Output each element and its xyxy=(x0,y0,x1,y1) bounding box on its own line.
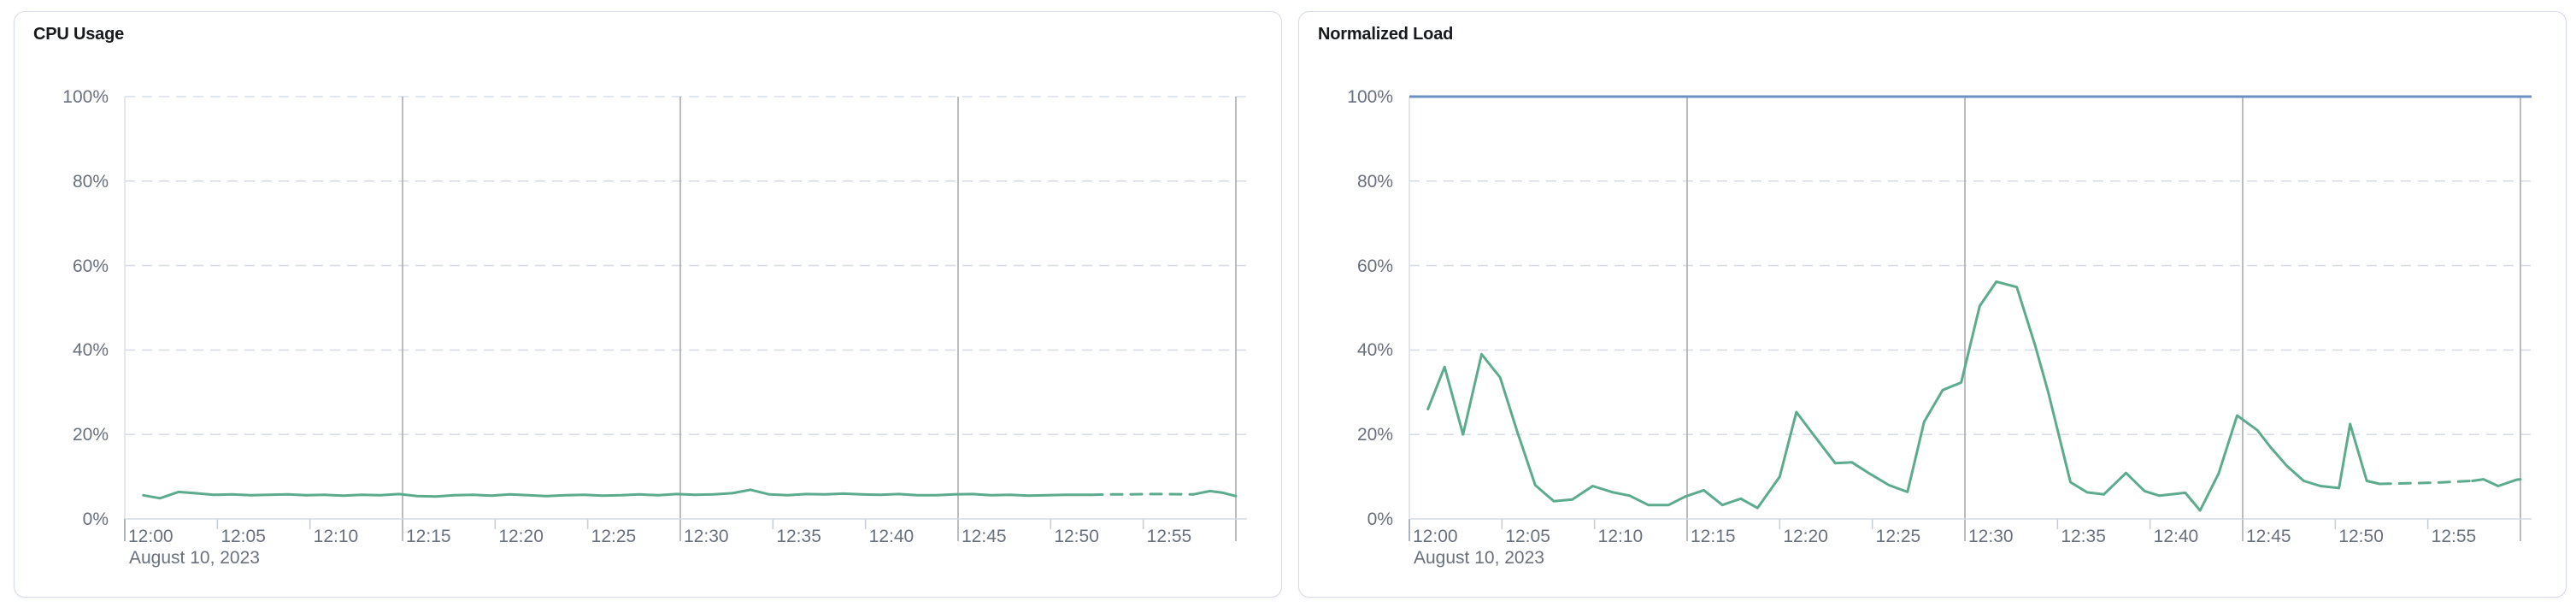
x-tick-label: 12:10 xyxy=(1597,527,1644,546)
x-tick-label: 12:30 xyxy=(1968,527,2014,546)
y-tick-label: 100% xyxy=(62,87,109,107)
x-tick-label: 12:05 xyxy=(221,527,266,546)
cpu-line-dashed xyxy=(1090,492,1195,497)
x-axis-date-label: August 10, 2023 xyxy=(1414,548,1544,568)
cpu-usage-plot[interactable] xyxy=(15,12,1281,597)
panel-title: Normalized Load xyxy=(1318,25,1454,44)
cpu-usage-panel: CPU Usage 0% 20% 40% 60% 80% 100% 12:00 12:05 12… xyxy=(14,11,1282,598)
x-tick-label: 12:40 xyxy=(2153,527,2199,546)
cpu-line-solid xyxy=(1191,489,1238,498)
x-tick-label: 12:35 xyxy=(776,527,821,546)
y-tick-label: 0% xyxy=(1367,510,1393,529)
x-tick-label: 12:15 xyxy=(406,527,451,546)
y-tick-label: 60% xyxy=(72,256,109,276)
x-tick-label: 12:35 xyxy=(2061,527,2106,546)
x-tick-label: 12:40 xyxy=(868,527,915,546)
cpu-usage-chart[interactable]: 0% 20% 40% 60% 80% 100% 12:00 12:05 12:10 12:15 12… xyxy=(15,12,1281,597)
normalized-load-panel: Normalized Load 0% 20% 40% 60% 80% 100% 12:00 1… xyxy=(1298,11,2567,598)
x-tick-label: 12:55 xyxy=(1146,527,1192,546)
x-tick-label: 12:20 xyxy=(498,527,544,546)
x-tick-label: 12:00 xyxy=(1413,527,1458,546)
x-tick-label: 12:45 xyxy=(962,527,1007,546)
x-tick-label: 12:30 xyxy=(684,527,729,546)
y-tick-label: 40% xyxy=(1356,340,1393,361)
x-tick-label: 12:15 xyxy=(1691,527,1736,546)
y-tick-label: 60% xyxy=(1356,256,1393,276)
normalized-load-chart[interactable]: 0% 20% 40% 60% 80% 100% 12:00 12:05 12:10 12:15 12… xyxy=(1299,12,2566,597)
normalized-load-line-solid xyxy=(1426,280,2381,512)
x-tick-label: 12:45 xyxy=(2246,527,2291,546)
x-tick-label: 12:55 xyxy=(2431,527,2477,546)
y-tick-label: 100% xyxy=(1347,87,1393,107)
x-tick-label: 12:50 xyxy=(1054,527,1099,546)
x-tick-label: 12:50 xyxy=(2338,527,2384,546)
x-tick-label: 12:25 xyxy=(1875,527,1921,546)
normalized-load-plot[interactable] xyxy=(1299,12,2566,597)
normalized-load-line-dashed xyxy=(2378,480,2474,486)
x-tick-label: 12:25 xyxy=(591,527,637,546)
normalized-load-line-solid xyxy=(2471,478,2522,487)
x-axis-date-label: August 10, 2023 xyxy=(129,548,260,568)
y-tick-label: 40% xyxy=(72,340,109,361)
x-tick-label: 12:05 xyxy=(1505,527,1550,546)
y-tick-label: 20% xyxy=(72,425,109,445)
y-tick-label: 80% xyxy=(1356,171,1393,192)
x-tick-label: 12:00 xyxy=(128,527,173,546)
cpu-line-solid xyxy=(142,488,1093,500)
panel-title: CPU Usage xyxy=(33,25,125,44)
x-tick-label: 12:20 xyxy=(1783,527,1828,546)
y-tick-label: 20% xyxy=(1356,425,1393,445)
x-tick-label: 12:10 xyxy=(313,527,359,546)
y-tick-label: 0% xyxy=(82,510,109,529)
y-tick-label: 80% xyxy=(72,171,109,192)
